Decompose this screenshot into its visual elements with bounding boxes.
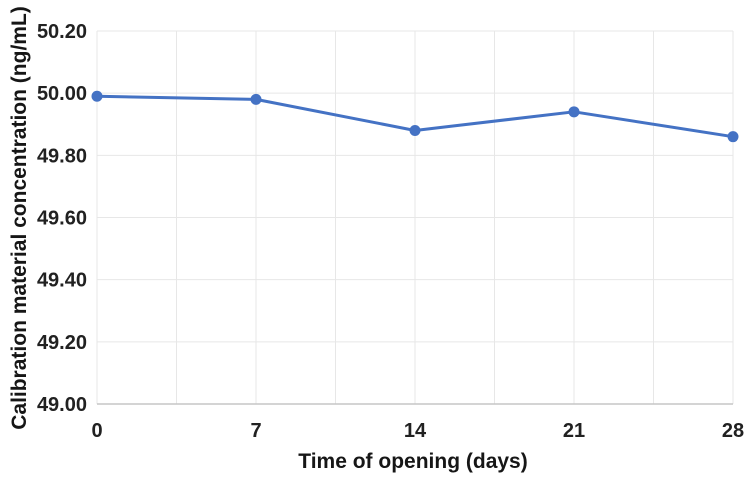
axis-tick-labels: 49.00 49.20 49.40 49.60 49.80 50.00 50.20 0 7 14 2… [37, 21, 744, 442]
y-tick-label: 49.20 [37, 332, 87, 354]
series [91, 90, 739, 143]
x-tick-label: 28 [722, 420, 744, 442]
y-tick-label: 50.00 [37, 83, 87, 105]
y-tick-label: 49.40 [37, 270, 87, 292]
y-tick-label: 49.60 [37, 208, 87, 230]
data-point-marker [409, 124, 421, 136]
data-point-marker [91, 90, 103, 102]
y-tick-label: 49.00 [37, 394, 87, 416]
x-tick-label: 14 [404, 420, 427, 442]
x-tick-label: 0 [91, 420, 102, 442]
x-tick-label: 7 [250, 420, 261, 442]
y-tick-label: 50.20 [37, 21, 87, 43]
x-axis-title: Time of opening (days) [298, 450, 527, 473]
data-point-marker [727, 131, 739, 143]
x-tick-label: 21 [563, 420, 585, 442]
data-point-marker [250, 93, 262, 105]
y-axis-title: Calibration material concentration (ng/m… [8, 6, 31, 430]
data-point-marker [568, 106, 580, 118]
y-tick-label: 49.80 [37, 145, 87, 167]
gridlines [96, 30, 734, 405]
